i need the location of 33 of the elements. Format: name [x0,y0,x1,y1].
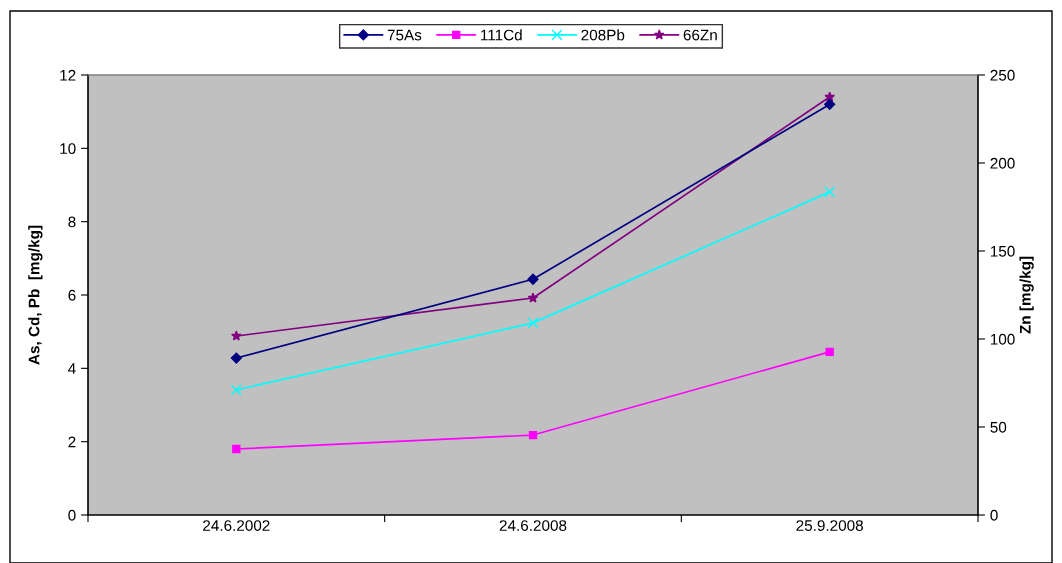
y2-tick-label: 250 [990,69,1015,81]
y2-tick-label: 150 [990,245,1015,257]
y-tick-label: 12 [60,69,76,81]
y2-tick-label: 200 [990,157,1015,169]
y-tick-label: 6 [68,289,76,301]
y-tick-label: 0 [68,509,76,521]
y-tick-label: 2 [68,436,76,448]
point [527,273,539,285]
point [528,430,538,440]
y2-tick-label: 50 [990,421,1007,433]
point [232,444,241,454]
x-tick-label: 24.6.2008 [499,520,567,531]
y2-tick-label: 0 [990,509,998,521]
point [527,317,539,329]
point [230,352,242,364]
y-tick-label: 8 [68,216,76,228]
legend-label: 75As [387,29,422,41]
y-tick-label: 10 [60,143,76,155]
y-axis-title: As, Cd, Pb [mg/kg] [28,225,43,365]
point [230,384,242,396]
point [527,292,539,303]
x-tick-label: 25.9.2008 [796,520,863,531]
x-tick-label: 24.6.2002 [203,520,270,531]
legend-label: 111Cd [481,29,522,41]
point [824,186,836,198]
point [231,330,242,341]
point [824,98,836,110]
legend-label: 208Pb [581,29,625,41]
y2-axis-title: Zn [mg/kg] [1019,256,1034,334]
point [825,347,834,357]
y-tick-label: 4 [68,363,76,374]
legend-label: 66Zn [683,29,717,41]
y2-tick-label: 100 [990,333,1015,345]
